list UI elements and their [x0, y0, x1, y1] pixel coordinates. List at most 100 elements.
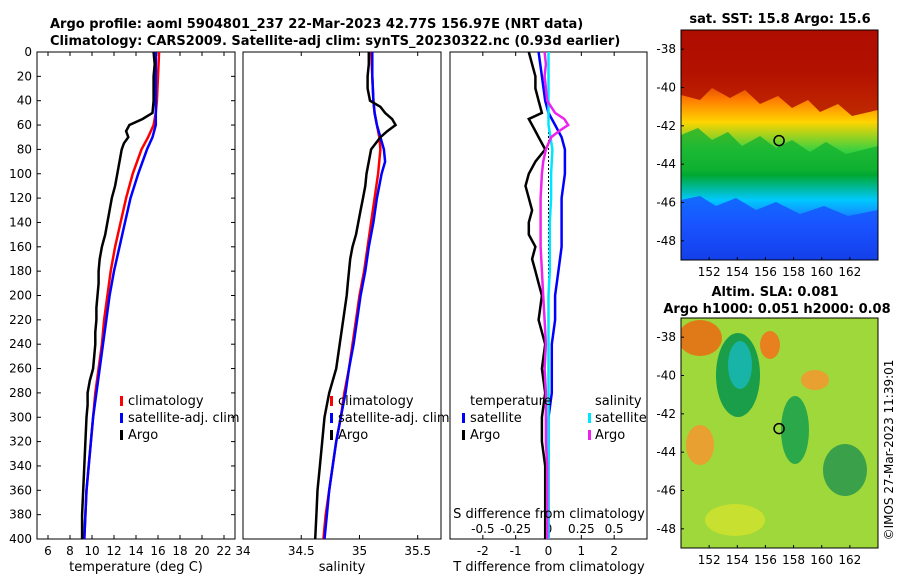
- legend-label-argo: Argo: [338, 428, 368, 443]
- imos-timestamp: ©IMOS 27-Mar-2023 11:39:01: [882, 360, 896, 541]
- salinity-panel: 34 34.5 35 35.5 salinity climatology satell…: [235, 51, 450, 575]
- depth-tick-label: 20: [17, 69, 32, 83]
- x-tick-label: -1: [510, 544, 522, 558]
- series-line-salinity-satellite: [547, 52, 554, 539]
- sla-low-patch: [781, 396, 809, 464]
- lat-tick-label: -44: [656, 445, 676, 459]
- salinity-series: [313, 51, 398, 540]
- x-tick-label: 34.5: [288, 544, 315, 558]
- legend-swatch-t-satellite: [462, 413, 465, 423]
- lon-tick-label: 162: [838, 265, 861, 279]
- sla-map-title-line2: Argo h1000: 0.051 h2000: 0.08: [663, 302, 890, 317]
- series-line-argo: [80, 51, 156, 539]
- legend-title-temperature: temperature: [470, 394, 552, 409]
- salinity-axes-frame: [242, 51, 442, 540]
- difference-legend-salinity: salinity satellite Argo: [588, 394, 647, 443]
- temperature-x-label: temperature (deg C): [69, 560, 203, 575]
- sst-lat-ticks: -38 -40 -42 -44 -46 -48: [656, 42, 684, 248]
- legend-label-argo: Argo: [128, 428, 158, 443]
- series-line-argo: [313, 52, 398, 540]
- lon-tick-label: 162: [838, 553, 861, 567]
- x-tick-label: 8: [66, 544, 74, 558]
- depth-tick-label: 40: [17, 94, 32, 108]
- sst-map-panel: sat. SST: 15.8 Argo: 15.6 -38 -40 -42 -44 -4…: [656, 12, 879, 279]
- s-x-tick-label: 0.5: [605, 522, 624, 536]
- sla-lon-ticks: 152 154 156 158 160 162: [698, 545, 861, 567]
- legend-label-climatology: climatology: [338, 394, 414, 409]
- s-difference-label: S difference from climatology: [453, 507, 645, 522]
- depth-tick-label: 180: [9, 264, 32, 278]
- legend-swatch-satellite: [120, 413, 123, 423]
- salinity-legend: climatology satellite-adj. clim Argo: [330, 394, 450, 443]
- sla-map-frame: [680, 317, 879, 549]
- s-x-tick-label: -0.5: [471, 522, 494, 536]
- series-line-salinity-argo: [539, 51, 570, 539]
- depth-tick-label: 200: [9, 289, 32, 303]
- temperature-series: [80, 51, 161, 540]
- lat-tick-label: -46: [656, 484, 676, 498]
- lat-tick-label: -42: [656, 407, 676, 421]
- depth-tick-label: 300: [9, 410, 32, 424]
- s-x-tick-label: 0.25: [568, 522, 595, 536]
- x-tick-label: 0: [545, 544, 553, 558]
- t-difference-label: T difference from climatology: [452, 560, 645, 575]
- lon-tick-label: 158: [782, 265, 805, 279]
- sla-high-patch: [681, 320, 722, 356]
- series-line-satellite-adj-clim: [323, 52, 387, 540]
- legend-label-s-satellite: satellite: [595, 411, 647, 426]
- sla-map-panel: Altim. SLA: 0.081 Argo h1000: 0.051 h200…: [656, 285, 890, 567]
- argo-location-marker: [773, 422, 785, 435]
- depth-tick-label: 80: [17, 142, 32, 156]
- legend-swatch-climatology: [120, 396, 123, 406]
- depth-tick-label: 360: [9, 483, 32, 497]
- depth-tick-label: 400: [9, 532, 32, 546]
- legend-label-satellite: satellite-adj. clim: [128, 411, 240, 426]
- legend-swatch-satellite: [330, 413, 333, 423]
- x-tick-label: 34: [235, 544, 250, 558]
- legend-title-salinity: salinity: [595, 394, 642, 409]
- x-tick-label: 22: [216, 544, 231, 558]
- x-tick-label: 1: [578, 544, 586, 558]
- depth-tick-label: 100: [9, 167, 32, 181]
- x-tick-label: 35.5: [404, 544, 431, 558]
- temperature-legend: climatology satellite-adj. clim Argo: [120, 394, 240, 443]
- series-line-temperature-argo: [524, 51, 547, 539]
- depth-tick-label: 140: [9, 215, 32, 229]
- lon-tick-label: 158: [782, 553, 805, 567]
- x-tick-label: 2: [610, 544, 618, 558]
- x-tick-label: 14: [128, 544, 143, 558]
- temperature-panel: 0204060801001201401601802002202402602803…: [9, 45, 647, 575]
- lon-tick-label: 160: [810, 265, 833, 279]
- legend-label-t-argo: Argo: [470, 428, 500, 443]
- x-tick-label: -2: [477, 544, 489, 558]
- sla-lat-ticks: -38 -40 -42 -44 -46 -48: [656, 330, 684, 536]
- sla-map-title-line1: Altim. SLA: 0.081: [712, 285, 839, 300]
- legend-swatch-climatology: [330, 396, 333, 406]
- s-x-tick-label: -0.25: [500, 522, 531, 536]
- argo-location-marker: [773, 134, 785, 147]
- lat-tick-label: -46: [656, 196, 676, 210]
- legend-swatch-s-satellite: [588, 413, 591, 423]
- sla-high-patch: [760, 331, 780, 359]
- depth-tick-label: 120: [9, 191, 32, 205]
- depth-tick-label: 260: [9, 362, 32, 376]
- salinity-x-label: salinity: [319, 560, 366, 575]
- lon-tick-label: 156: [754, 265, 777, 279]
- series-line-satellite-adj-clim: [83, 52, 158, 540]
- difference-panel: -2 -1 0 1 2 -0.5 -0.25 0 0.25 0.5 S difference f…: [449, 51, 648, 575]
- t-difference-x-ticks: -2 -1 0 1 2: [477, 52, 618, 558]
- x-tick-label: 12: [106, 544, 121, 558]
- sla-low-patch: [823, 444, 867, 496]
- legend-swatch-argo: [330, 430, 333, 440]
- sst-map-frame: [680, 29, 879, 261]
- temperature-axes-frame: [36, 51, 236, 540]
- depth-tick-label: 160: [9, 240, 32, 254]
- header-title-line1: Argo profile: aoml 5904801_237 22-Mar-20…: [50, 17, 583, 32]
- x-tick-label: 20: [194, 544, 209, 558]
- lon-tick-label: 156: [754, 553, 777, 567]
- lon-tick-label: 152: [698, 553, 721, 567]
- sla-high-patch: [686, 425, 714, 465]
- lat-tick-label: -42: [656, 119, 676, 133]
- depth-tick-label: 60: [17, 118, 32, 132]
- salinity-x-ticks: 34 34.5 35 35.5: [235, 52, 431, 558]
